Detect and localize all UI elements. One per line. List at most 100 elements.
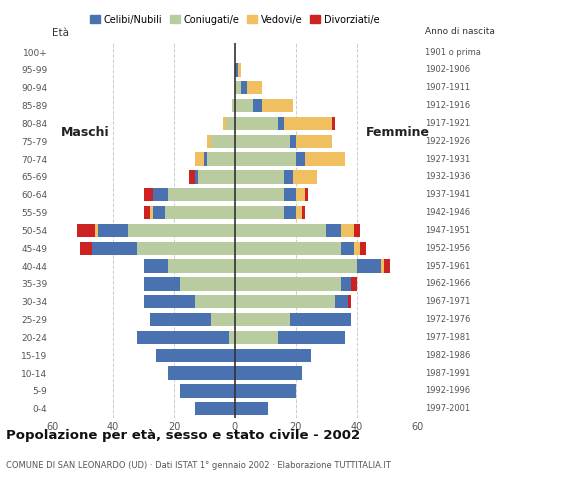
Text: Popolazione per età, sesso e stato civile - 2002: Popolazione per età, sesso e stato civil…	[6, 429, 360, 442]
Bar	[92, 241, 137, 255]
Bar	[241, 81, 247, 95]
Bar	[381, 259, 384, 273]
Bar	[284, 117, 332, 130]
Text: 1957-1961: 1957-1961	[425, 262, 470, 271]
Bar	[235, 117, 277, 130]
Bar	[342, 277, 350, 290]
Bar	[262, 99, 293, 112]
Bar	[195, 170, 198, 184]
Bar	[235, 331, 277, 344]
Bar	[208, 134, 211, 148]
Bar	[235, 188, 284, 202]
Text: 1901 o prima: 1901 o prima	[425, 48, 481, 57]
Bar	[342, 224, 354, 237]
Text: 1987-1991: 1987-1991	[425, 369, 470, 378]
Bar	[180, 277, 235, 290]
Bar	[153, 188, 168, 202]
Bar	[332, 117, 335, 130]
Legend: Celibi/Nubili, Coniugati/e, Vedovi/e, Divorziati/e: Celibi/Nubili, Coniugati/e, Vedovi/e, Di…	[86, 11, 383, 28]
Bar	[360, 241, 366, 255]
Bar	[143, 295, 195, 309]
Bar	[296, 188, 305, 202]
Text: 1902-1906: 1902-1906	[425, 65, 470, 74]
Bar	[326, 224, 342, 237]
Bar	[198, 170, 235, 184]
Bar	[235, 206, 284, 219]
Text: 1932-1936: 1932-1936	[425, 172, 470, 181]
Bar	[284, 206, 296, 219]
Text: 1962-1966: 1962-1966	[425, 279, 470, 288]
Bar	[277, 331, 345, 344]
Text: 1947-1951: 1947-1951	[425, 226, 470, 235]
Bar	[235, 295, 335, 309]
Bar	[168, 366, 235, 380]
Bar	[95, 224, 98, 237]
Bar	[77, 224, 95, 237]
Bar	[354, 241, 360, 255]
Bar	[284, 170, 293, 184]
Bar	[247, 81, 262, 95]
Bar	[354, 224, 360, 237]
Bar	[235, 63, 238, 77]
Bar	[305, 188, 308, 202]
Bar	[137, 331, 229, 344]
Text: 1942-1946: 1942-1946	[425, 208, 470, 217]
Bar	[235, 313, 289, 326]
Bar	[253, 99, 262, 112]
Text: 1992-1996: 1992-1996	[425, 386, 470, 396]
Text: Anno di nascita: Anno di nascita	[425, 27, 495, 36]
Text: 1927-1931: 1927-1931	[425, 155, 470, 164]
Bar	[235, 348, 311, 362]
Text: 1917-1921: 1917-1921	[425, 119, 470, 128]
Bar	[232, 99, 235, 112]
Bar	[296, 134, 332, 148]
Bar	[223, 117, 226, 130]
Text: 1937-1941: 1937-1941	[425, 190, 470, 199]
Bar	[165, 206, 235, 219]
Bar	[226, 117, 235, 130]
Bar	[350, 277, 357, 290]
Bar	[189, 170, 195, 184]
Bar	[284, 188, 296, 202]
Bar	[153, 206, 165, 219]
Bar	[128, 224, 235, 237]
Text: 1907-1911: 1907-1911	[425, 83, 470, 92]
Bar	[150, 206, 153, 219]
Bar	[155, 348, 235, 362]
Bar	[79, 241, 92, 255]
Bar	[235, 99, 253, 112]
Bar	[235, 153, 296, 166]
Bar	[235, 402, 269, 415]
Text: Maschi: Maschi	[61, 126, 110, 139]
Bar	[357, 259, 381, 273]
Bar	[342, 241, 354, 255]
Bar	[235, 241, 342, 255]
Bar	[211, 134, 235, 148]
Bar	[150, 313, 211, 326]
Text: 1922-1926: 1922-1926	[425, 137, 470, 146]
Bar	[302, 206, 305, 219]
Bar	[235, 81, 241, 95]
Text: 1967-1971: 1967-1971	[425, 297, 470, 306]
Bar	[238, 63, 241, 77]
Bar	[235, 170, 284, 184]
Text: 1997-2001: 1997-2001	[425, 404, 470, 413]
Bar	[296, 206, 302, 219]
Bar	[289, 313, 350, 326]
Bar	[195, 153, 204, 166]
Bar	[195, 295, 235, 309]
Bar	[180, 384, 235, 397]
Bar	[277, 117, 284, 130]
Bar	[347, 295, 350, 309]
Bar	[235, 366, 302, 380]
Bar	[208, 153, 235, 166]
Text: 1977-1981: 1977-1981	[425, 333, 470, 342]
Text: 1952-1956: 1952-1956	[425, 244, 470, 253]
Bar	[143, 206, 150, 219]
Bar	[98, 224, 128, 237]
Text: 1972-1976: 1972-1976	[425, 315, 470, 324]
Bar	[384, 259, 390, 273]
Text: 1982-1986: 1982-1986	[425, 351, 470, 360]
Bar	[137, 241, 235, 255]
Bar	[143, 259, 168, 273]
